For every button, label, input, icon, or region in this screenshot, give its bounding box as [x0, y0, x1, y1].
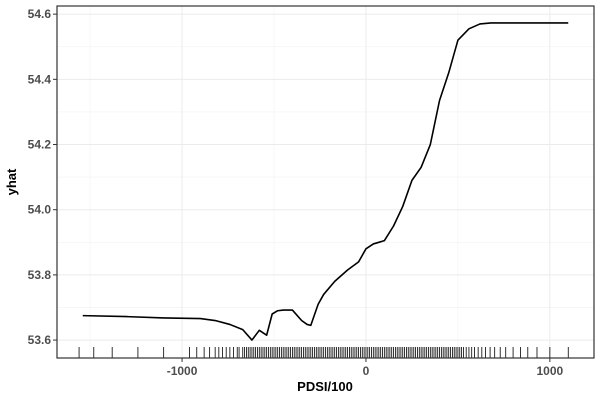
y-tick-label: 54.4: [28, 72, 52, 86]
grid: [57, 6, 594, 358]
x-axis: -1000 0 1000: [167, 358, 564, 378]
y-axis-title: yhat: [4, 168, 19, 195]
y-axis: 53.6 53.8 54.0 54.2 54.4 54.6: [28, 7, 57, 347]
y-tick-label: 54.2: [28, 138, 52, 152]
plot-panel-border: [56, 5, 595, 359]
y-tick-label: 53.8: [28, 268, 52, 282]
x-tick-label: 1000: [537, 364, 564, 378]
y-tick-label: 53.6: [28, 333, 52, 347]
x-tick-label: 0: [363, 364, 370, 378]
rug: [78, 347, 569, 358]
series-layer: [82, 22, 569, 341]
x-tick-label: -1000: [167, 364, 198, 378]
y-tick-label: 54.6: [28, 7, 52, 21]
y-tick-label: 54.0: [28, 203, 52, 217]
series-line: [82, 22, 569, 341]
x-axis-title: PDSI/100: [297, 379, 353, 394]
